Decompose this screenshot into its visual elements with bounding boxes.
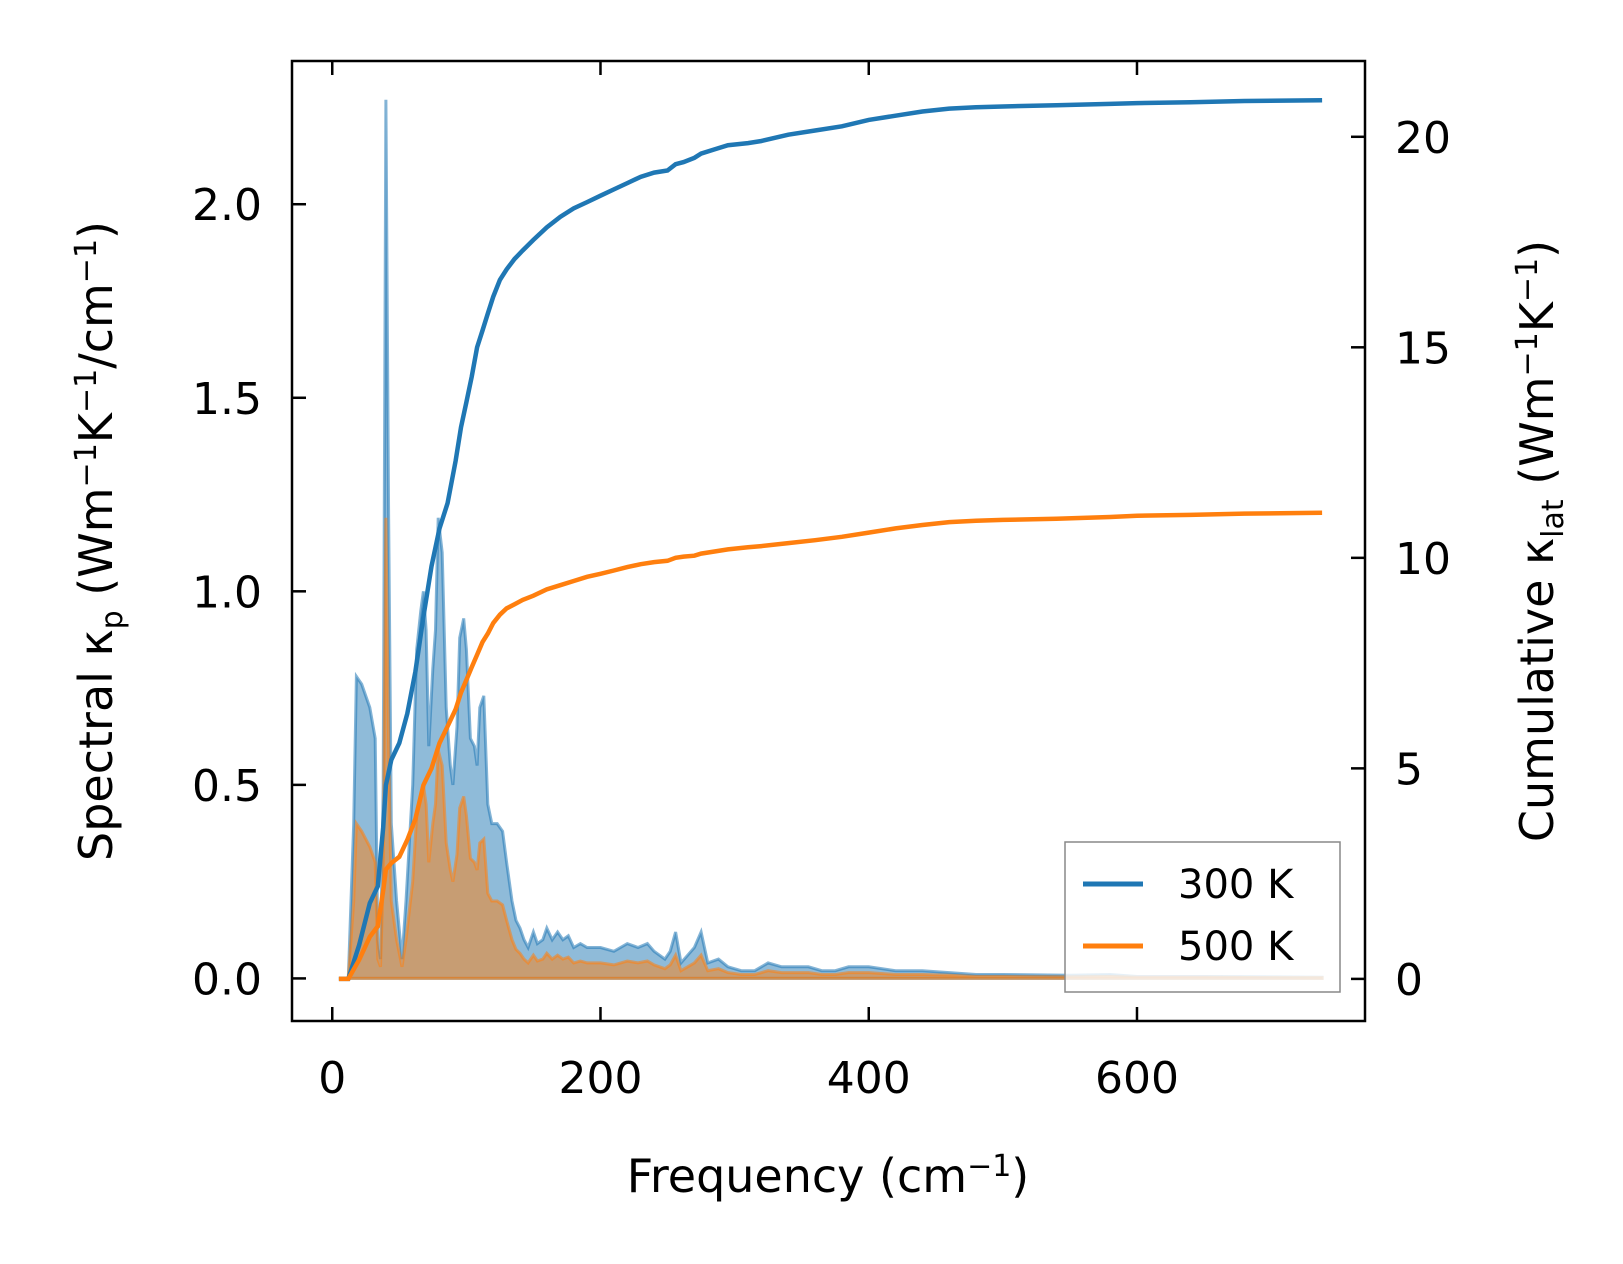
- legend: 300 K 500 K: [1064, 841, 1341, 993]
- x-tick-label: 200: [558, 1053, 642, 1104]
- y-left-tick-label: 1.0: [192, 567, 262, 618]
- spectral-fills: [338, 99, 1324, 980]
- y-left-tick-label: 1.5: [192, 374, 262, 425]
- legend-label-500k: 500 K: [1178, 924, 1295, 970]
- x-tick-label: 600: [1095, 1053, 1179, 1104]
- y-right-tick-label: 0: [1395, 955, 1423, 1006]
- x-tick-label: 400: [827, 1053, 911, 1104]
- y-left-tick-label: 2.0: [192, 180, 262, 231]
- cumulative-line-500k: [338, 510, 1323, 982]
- y-axis-right-title: Cumulative κlat (Wm−1K−1): [1510, 240, 1571, 842]
- y-right-tick-label: 15: [1395, 323, 1451, 374]
- legend-label-300k: 300 K: [1178, 862, 1295, 908]
- spectral-area-500k: [338, 517, 1324, 980]
- x-tick-label: 0: [318, 1053, 346, 1104]
- axis-ticks: 0 200 400 600 0.0 0.5 1.0 1.5 2.0 0 5 10 15 20: [192, 61, 1451, 1104]
- plot-frame: [290, 59, 1367, 1023]
- y-axis-left-title: Spectral κp (Wm−1K−1/cm−1): [69, 221, 130, 861]
- y-left-tick-label: 0.5: [192, 761, 262, 812]
- x-axis-title: Frequency (cm−1): [627, 1149, 1030, 1203]
- y-left-tick-label: 0.0: [192, 954, 262, 1005]
- y-right-tick-label: 10: [1395, 534, 1451, 585]
- y-right-tick-label: 20: [1395, 113, 1451, 164]
- y-right-tick-label: 5: [1395, 744, 1423, 795]
- cumulative-lines: [338, 97, 1323, 982]
- cumulative-line-300k: [338, 97, 1323, 982]
- legend-box: [1064, 841, 1341, 993]
